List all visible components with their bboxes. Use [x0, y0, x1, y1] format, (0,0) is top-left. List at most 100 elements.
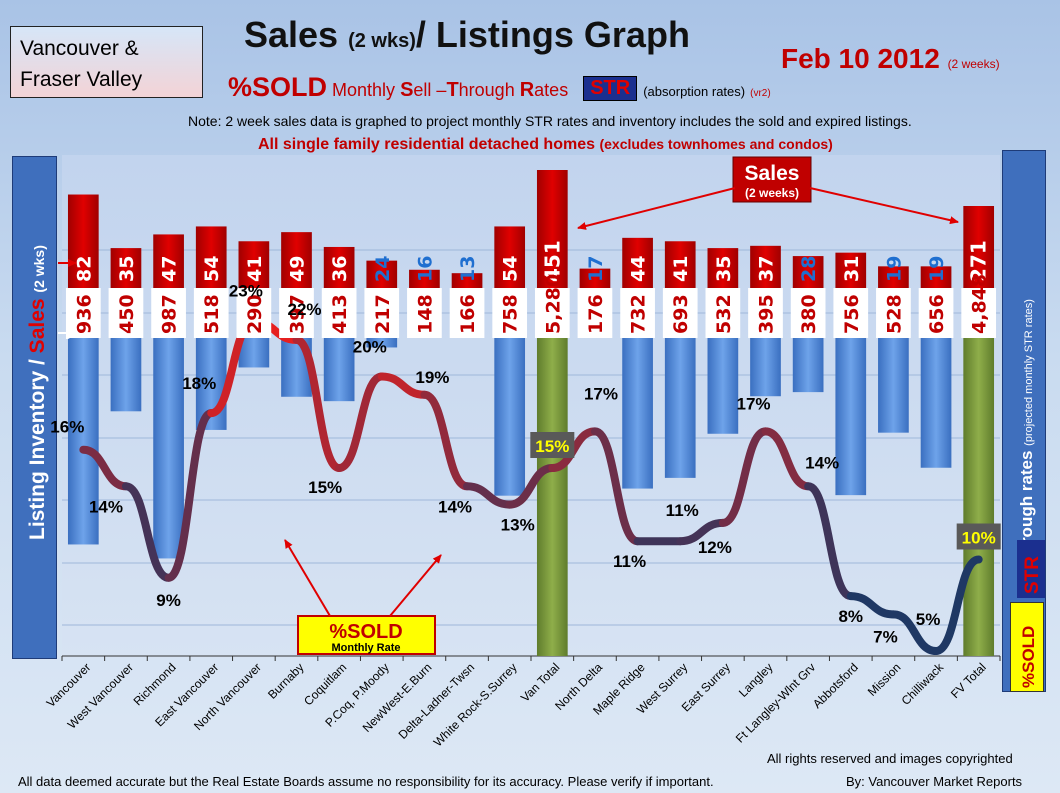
- subtitle-monthly: Monthly: [332, 80, 401, 100]
- inventory-label-box: [748, 288, 783, 338]
- sales-label: 47: [159, 256, 181, 282]
- title-small: (2 wks): [348, 30, 416, 52]
- report-date: Feb 10 2012 (2 weeks): [781, 43, 1000, 75]
- sold-line-segment: [420, 390, 472, 491]
- homes-scope: All single family residential detached h…: [258, 136, 833, 154]
- percent-label: 18%: [182, 374, 216, 393]
- inventory-label-box: [193, 288, 229, 338]
- sales-bar: [878, 266, 909, 288]
- sales-bar: [707, 248, 739, 288]
- inventory-label-box: [662, 288, 698, 338]
- sold-line-segment: [590, 427, 642, 546]
- sales-label: 35: [116, 256, 138, 282]
- inventory-label-box: [449, 288, 485, 338]
- left-axis-sales: Sales: [26, 293, 49, 354]
- page-title: Sales (2 wks)/ Listings Graph: [244, 14, 690, 56]
- sales-label: 13: [457, 256, 479, 282]
- sales-bar: [153, 234, 184, 288]
- inventory-bar-total: [963, 288, 995, 656]
- category-label: Ft Langley-Wlnt Grv: [733, 660, 818, 745]
- sales-bar: [622, 237, 653, 288]
- inventory-label: 732: [628, 294, 650, 334]
- sold-line-segment: [889, 610, 941, 655]
- category-label: Van Total: [518, 660, 563, 705]
- inventory-label-box: [364, 288, 400, 338]
- left-axis-small: (2 wks): [31, 245, 47, 292]
- right-sold-label: %SOLD: [1019, 626, 1038, 688]
- right-sold-box: [1010, 602, 1044, 692]
- sales-bar: [409, 269, 440, 288]
- sold-callout-sub: Monthly Rate: [331, 642, 400, 654]
- sold-line-segment: [463, 482, 514, 509]
- subtitle-s: S: [400, 79, 414, 101]
- inventory-label-box: [577, 288, 613, 338]
- title-rest: / Listings Graph: [415, 14, 690, 55]
- left-axis-panel: [12, 156, 57, 659]
- percent-label: 16%: [50, 418, 84, 437]
- percent-label: 20%: [353, 338, 387, 357]
- percent-label: 11%: [613, 552, 646, 571]
- inventory-label: 413: [329, 294, 351, 334]
- subtitle-r: R: [519, 79, 535, 101]
- subtitle-t: T: [446, 79, 459, 101]
- sold-line-segment: [292, 335, 344, 472]
- total-percent-box: [530, 432, 575, 458]
- sales-bar: [750, 245, 781, 288]
- right-axis-panel: [1002, 150, 1046, 692]
- sold-line-segment: [79, 445, 130, 491]
- sales-label: 28: [798, 256, 820, 282]
- sales-label: 19: [926, 256, 948, 282]
- inventory-label: 290: [244, 294, 266, 334]
- category-label: Delta-Ladner-Twsn: [396, 660, 478, 742]
- disclaimer-text: All data deemed accurate but the Real Es…: [18, 774, 714, 789]
- category-label: White Rock-S.Surrey: [431, 660, 520, 749]
- sales-bar: [920, 266, 952, 288]
- inventory-label-box: [833, 288, 869, 338]
- inventory-label-box: [108, 288, 144, 338]
- note-text: Note: 2 week sales data is graphed to pr…: [188, 113, 912, 129]
- inventory-label-box: [151, 288, 186, 338]
- percent-label: 23%: [229, 282, 263, 301]
- inventory-label: 166: [457, 294, 479, 334]
- percent-label: 17%: [584, 384, 618, 403]
- inventory-label: 397: [287, 294, 309, 334]
- percent-label: 7%: [873, 627, 898, 646]
- percent-label: 22%: [287, 300, 321, 319]
- date-main: Feb 10 2012: [781, 43, 940, 74]
- inventory-label: 380: [798, 294, 820, 334]
- inventory-label: 528: [883, 294, 905, 334]
- sales-bar: [451, 273, 483, 288]
- inventory-label: 176: [585, 294, 607, 334]
- subtitle-sell: ell –: [413, 80, 447, 100]
- sales-bar: [494, 226, 526, 288]
- sales-label: 16: [414, 256, 436, 282]
- sales-bar: [238, 241, 270, 288]
- sales-bar: [963, 206, 995, 288]
- arrow-to-north-vancouver: [284, 539, 331, 617]
- category-label: Langley: [736, 660, 776, 700]
- sales-bar: [323, 246, 355, 288]
- right-str-box: [1017, 540, 1045, 598]
- left-axis-inventory: Listing Inventory /: [26, 353, 49, 540]
- percent-label: 14%: [805, 453, 839, 472]
- inventory-label-box: [279, 288, 314, 338]
- inventory-label: 148: [414, 294, 436, 334]
- sales-label: 451: [540, 240, 564, 282]
- sales-callout-label: Sales: [745, 162, 800, 185]
- sales-bar: [366, 260, 398, 288]
- sold-line-segment: [505, 464, 557, 509]
- percent-label: 10%: [962, 529, 996, 548]
- sold-line-segment: [164, 409, 216, 582]
- sales-label: 36: [329, 256, 351, 282]
- inventory-label: 758: [500, 294, 522, 334]
- sales-label: 41: [670, 256, 692, 282]
- inventory-label-box: [321, 288, 357, 338]
- right-str-label: STR: [1022, 556, 1043, 594]
- sales-bar: [579, 268, 611, 288]
- sales-bar: [792, 256, 824, 288]
- subtitle-rates: ates: [534, 80, 569, 100]
- sales-callout-box: [732, 156, 812, 203]
- category-label: Mission: [865, 660, 904, 699]
- sales-label: 54: [500, 256, 522, 282]
- inventory-label-box: [918, 288, 954, 338]
